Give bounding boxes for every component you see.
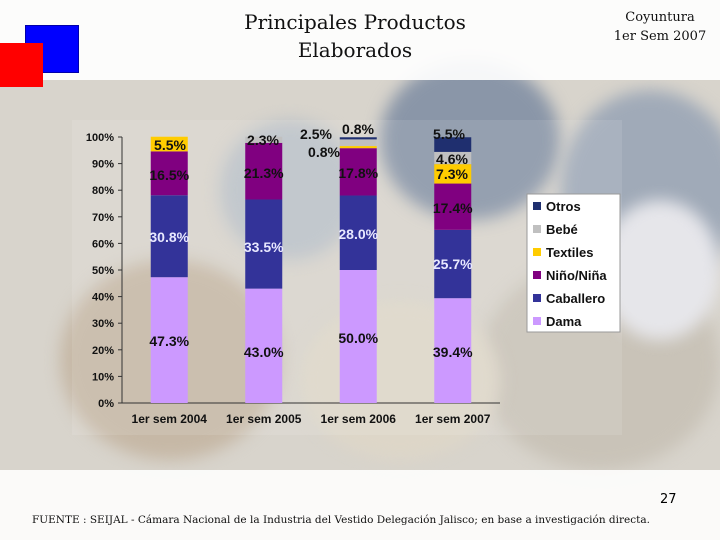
data-label-ni-o-ni-a-4: 17.4% (433, 200, 473, 216)
y-tick-label: 40% (92, 292, 114, 304)
y-tick-label: 20% (92, 345, 114, 357)
legend-swatch-otros (533, 202, 541, 210)
period-line-2: 1er Sem 2007 (613, 29, 707, 44)
bar-otros-3 (339, 137, 377, 140)
period-line-1: Coyuntura (625, 10, 695, 25)
data-label-dama-4: 39.4% (433, 344, 473, 360)
bar-dama-1 (150, 277, 188, 403)
bar-ni-o-ni-a-4 (434, 183, 472, 230)
x-tick-label: 1er sem 2006 (321, 412, 397, 426)
bar-caballero-4 (434, 229, 472, 299)
legend-label-otros: Otros (546, 199, 581, 214)
bar-ni-o-ni-a-3 (339, 148, 377, 196)
period-label: Coyuntura 1er Sem 2007 (600, 8, 720, 46)
y-tick-label: 0% (98, 398, 114, 410)
y-tick-label: 10% (92, 371, 114, 383)
decor-red-square (0, 43, 43, 87)
data-label-otros-3: 0.8% (342, 121, 374, 137)
bar-dama-3 (339, 270, 377, 403)
y-tick-label: 30% (92, 318, 114, 330)
bar-ni-o-ni-a-1 (150, 151, 188, 196)
data-label-textiles-1: 5.5% (154, 137, 186, 153)
data-label-caballero-2: 33.5% (244, 239, 284, 255)
legend-swatch-beb (533, 225, 541, 233)
data-label-ni-o-ni-a-2: 21.3% (244, 165, 284, 181)
legend-label-textiles: Textiles (546, 245, 593, 260)
legend-label-beb: Bebé (546, 222, 578, 237)
data-label-caballero-4: 25.7% (433, 256, 473, 272)
data-label-caballero-1: 30.8% (149, 229, 189, 245)
y-tick-label: 80% (92, 185, 114, 197)
data-label-dama-3: 50.0% (338, 330, 378, 346)
bar-beb-3 (339, 139, 377, 147)
data-label-textiles-4: 7.3% (436, 166, 468, 182)
x-tick-label: 1er sem 2004 (132, 412, 208, 426)
legend-label-caballero: Caballero (546, 291, 605, 306)
legend-box (526, 193, 621, 333)
bar-textiles-4 (434, 164, 472, 184)
x-tick-label: 1er sem 2005 (226, 412, 302, 426)
y-tick-label: 90% (92, 159, 114, 171)
y-tick-label: 50% (92, 265, 114, 277)
bar-dama-2 (245, 288, 283, 403)
footer-band (0, 470, 720, 540)
data-label-textiles-3: 0.8% (308, 144, 340, 160)
y-tick-label: 70% (92, 212, 114, 224)
title-line-1: Principales Productos (244, 10, 466, 34)
source-note: FUENTE : SEIJAL - Cámara Nacional de la … (32, 514, 650, 526)
title-line-2: Elaborados (297, 38, 413, 62)
data-label-ni-o-ni-a-1: 16.5% (149, 167, 189, 183)
legend-label-ni-o-ni-a: Niño/Niña (546, 268, 607, 283)
data-label-beb-3: 2.5% (300, 126, 332, 142)
legend-swatch-dama (533, 317, 541, 325)
bar-dama-4 (434, 298, 472, 403)
data-label-beb-2: 2.3% (247, 132, 279, 148)
y-tick-label: 100% (86, 132, 114, 144)
data-label-ni-o-ni-a-3: 17.8% (338, 165, 378, 181)
x-tick-label: 1er sem 2007 (415, 412, 491, 426)
bar-caballero-1 (150, 195, 188, 278)
header-band (0, 0, 720, 80)
legend-label-dama: Dama (546, 314, 582, 329)
data-label-otros-4: 5.5% (433, 126, 465, 142)
bar-caballero-2 (245, 199, 283, 289)
bar-ni-o-ni-a-2 (245, 142, 283, 200)
y-tick-label: 60% (92, 238, 114, 250)
bar-beb-4 (434, 151, 472, 165)
bar-caballero-3 (339, 195, 377, 270)
page-title: Principales Productos Elaborados (200, 8, 510, 64)
bar-beb-2 (245, 136, 283, 143)
legend-swatch-caballero (533, 294, 541, 302)
bar-otros-4 (434, 137, 472, 152)
data-label-beb-4: 4.6% (436, 151, 468, 167)
data-label-caballero-3: 28.0% (338, 226, 378, 242)
bar-textiles-3 (339, 146, 377, 149)
legend-swatch-ni-o-ni-a (533, 271, 541, 279)
data-label-dama-1: 47.3% (149, 333, 189, 349)
legend-swatch-textiles (533, 248, 541, 256)
page-number: 27 (660, 492, 677, 507)
data-label-dama-2: 43.0% (244, 344, 284, 360)
bar-textiles-1 (150, 136, 188, 152)
